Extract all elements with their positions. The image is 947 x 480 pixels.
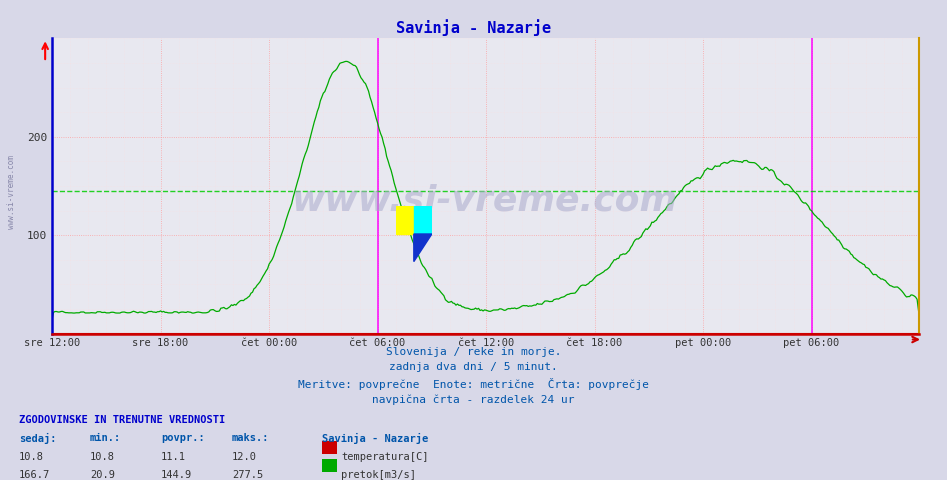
Text: 144.9: 144.9 — [161, 470, 192, 480]
Text: zadnja dva dni / 5 minut.: zadnja dva dni / 5 minut. — [389, 362, 558, 372]
Text: Meritve: povprečne  Enote: metrične  Črta: povprečje: Meritve: povprečne Enote: metrične Črta:… — [298, 378, 649, 390]
Text: ZGODOVINSKE IN TRENUTNE VREDNOSTI: ZGODOVINSKE IN TRENUTNE VREDNOSTI — [19, 415, 225, 425]
Text: Slovenija / reke in morje.: Slovenija / reke in morje. — [385, 347, 562, 357]
Text: temperatura[C]: temperatura[C] — [341, 452, 428, 462]
Text: 10.8: 10.8 — [90, 452, 115, 462]
Polygon shape — [414, 206, 432, 234]
Text: 166.7: 166.7 — [19, 470, 50, 480]
Text: maks.:: maks.: — [232, 433, 270, 444]
Text: www.si-vreme.com: www.si-vreme.com — [7, 155, 16, 229]
Text: navpična črta - razdelek 24 ur: navpična črta - razdelek 24 ur — [372, 394, 575, 405]
Text: 11.1: 11.1 — [161, 452, 186, 462]
Text: sedaj:: sedaj: — [19, 433, 57, 444]
Text: Savinja - Nazarje: Savinja - Nazarje — [396, 19, 551, 36]
Text: 10.8: 10.8 — [19, 452, 44, 462]
Text: pretok[m3/s]: pretok[m3/s] — [341, 470, 416, 480]
Polygon shape — [414, 234, 432, 262]
Text: www.si-vreme.com: www.si-vreme.com — [293, 184, 678, 218]
Text: Savinja - Nazarje: Savinja - Nazarje — [322, 433, 428, 444]
Bar — [396, 206, 414, 234]
Text: 12.0: 12.0 — [232, 452, 257, 462]
Text: povpr.:: povpr.: — [161, 433, 205, 444]
Text: 20.9: 20.9 — [90, 470, 115, 480]
Text: 277.5: 277.5 — [232, 470, 263, 480]
Text: min.:: min.: — [90, 433, 121, 444]
